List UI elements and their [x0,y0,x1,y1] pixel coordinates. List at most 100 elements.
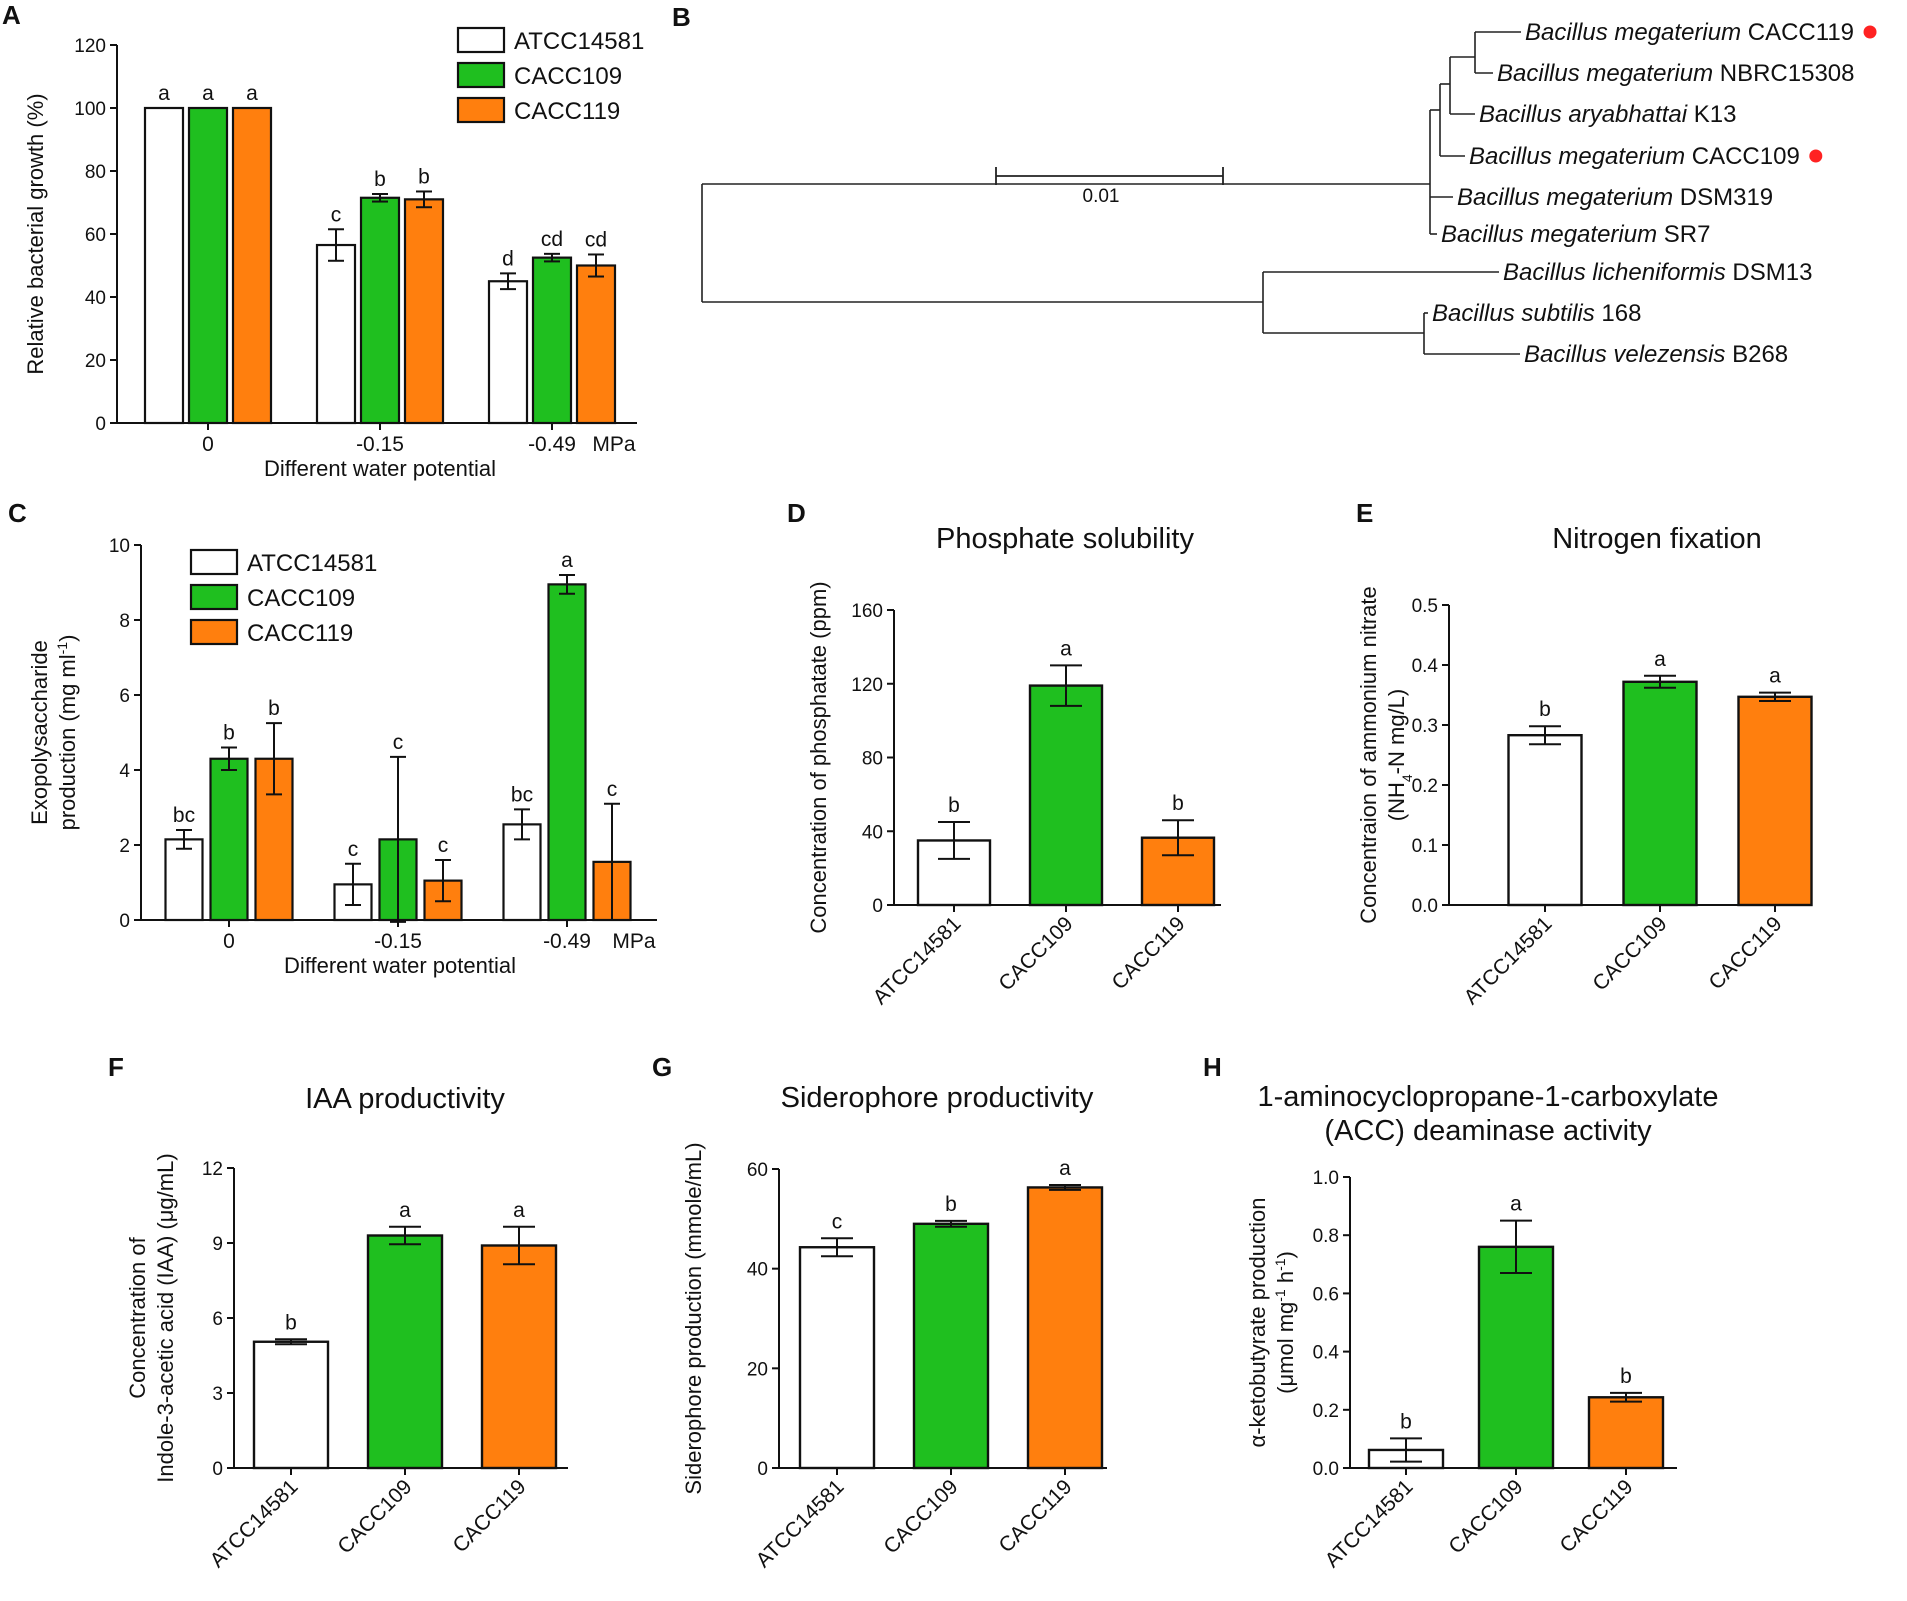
chart-panel-c: 0 2 4 6 8 10 0 bc b b -0.15 c c c -0.49 bc a c MPa Differen… [27,536,657,978]
significance-letter: a [1769,665,1781,688]
x-tick-label: CACC119 [1705,912,1787,994]
panel-label-d: D [787,498,806,528]
y-tick-label: 0.0 [1412,896,1438,917]
taxon-label: Bacillus megaterium CACC109 [1469,143,1800,170]
x-tick-label: CACC119 [449,1475,531,1557]
y-axis-label-line2: (NH4-N mg/L) [1384,689,1415,821]
y-tick-label: 0 [872,896,883,917]
significance-letter: a [246,82,258,105]
significance-letter: b [223,722,235,745]
legend-swatch-cacc119 [456,96,506,124]
bar-atcc14581 [798,1246,876,1470]
panel-label-c: C [8,498,27,528]
taxon-label: Bacillus subtilis 168 [1432,300,1641,327]
x-unit-label: MPa [612,930,656,953]
significance-letter: a [1059,1157,1071,1180]
x-tick-label: CACC109 [994,912,1077,995]
significance-letter: cd [541,228,563,251]
x-tick-label: ATCC14581 [1321,1475,1418,1572]
panel-label-g: G [652,1052,672,1082]
chart-panel-f: IAA productivity 0 3 6 9 12 b ATCC14581 a CACC109… [125,1083,568,1572]
bar-atcc14581 [252,1340,330,1470]
y-tick-label: 80 [85,162,106,183]
bar-atcc14581 [487,280,529,425]
y-tick-label: 120 [74,36,106,57]
legend-swatch-cacc119 [189,618,239,646]
legend-label: ATCC14581 [247,550,377,577]
y-tick-label: 0.2 [1313,1401,1339,1422]
y-tick-label: 0.8 [1313,1226,1339,1247]
chart-title: Nitrogen fixation [1552,523,1762,555]
y-tick-label: 0 [95,414,106,435]
x-tick-label: CACC109 [879,1475,962,1558]
y-axis-label: Siderophore production (mmole/mL) [681,1142,706,1494]
significance-letter: b [948,794,960,817]
significance-letter: a [1060,637,1072,660]
y-tick-label: 40 [862,822,883,843]
bar-atcc14581 [143,106,185,425]
significance-letter: b [1172,792,1184,815]
significance-letter: b [1539,698,1551,721]
significance-letter: b [945,1193,957,1216]
taxon-label: Bacillus megaterium DSM319 [1457,184,1773,211]
bar-atcc14581 [315,243,357,425]
y-axis-label: Exopolysaccharide [27,640,52,825]
taxon-label: Bacillus licheniformis DSM13 [1503,259,1812,286]
significance-letter: c [393,731,404,754]
y-tick-label: 9 [212,1234,223,1255]
significance-letter: c [331,203,342,226]
significance-letter: a [1510,1193,1522,1216]
legend-label: CACC119 [514,98,620,125]
legend-swatch-atcc14581 [189,548,239,576]
bar-cacc119 [403,198,445,425]
x-tick-label: 0 [223,930,235,953]
x-tick-label: -0.15 [374,930,422,953]
y-axis-label: Concentraion of ammonium nitrate [1356,586,1381,924]
bar-cacc109 [1028,684,1104,907]
chart-title-line2: (ACC) deaminase activity [1324,1115,1652,1147]
chart-title: 1-aminocyclopropane-1-carboxylate [1257,1081,1718,1113]
significance-letter: a [513,1199,525,1222]
y-tick-label: 60 [85,225,106,246]
scale-bar-label: 0.01 [1083,186,1120,207]
significance-letter: a [158,82,170,105]
y-axis-label: α-ketobutyrate production [1245,1198,1270,1448]
y-tick-label: 0.4 [1412,656,1439,677]
y-tick-label: 120 [851,675,883,696]
bar-cacc109 [209,757,249,922]
legend-label: CACC109 [514,63,622,90]
x-tick-label: CACC109 [1444,1475,1527,1558]
marker-dot [1863,25,1877,39]
y-axis-label: Concentration of phosphatate (ppm) [806,581,831,933]
legend-swatch-cacc109 [456,61,506,89]
x-tick-label: ATCC14581 [869,912,966,1009]
y-tick-label: 0.0 [1313,1459,1339,1480]
phylogenetic-tree: 0.01 Bacillus megaterium CACC119 Bacillus … [701,19,1877,368]
x-axis-label: Different water potential [264,456,496,481]
significance-letter: c [607,778,618,801]
y-tick-label: 100 [74,99,106,120]
chart-panel-a: 0 20 40 60 80 100 120 0 a a a -0.15 c b b -0.49 d cd cd MPa… [23,26,644,481]
significance-letter: c [348,838,359,861]
significance-letter: b [374,168,386,191]
x-tick-label: 0 [202,433,214,456]
x-tick-label: CACC119 [1108,912,1190,994]
bar-cacc119 [575,264,617,425]
y-tick-label: 40 [747,1260,768,1281]
y-tick-label: 20 [747,1359,768,1380]
x-tick-label: -0.15 [356,433,404,456]
legend-label: CACC109 [247,585,355,612]
y-tick-label: 3 [212,1384,223,1405]
x-tick-label: ATCC14581 [1460,912,1557,1009]
y-tick-label: 60 [747,1160,768,1181]
bar-cacc109 [531,256,573,425]
taxon-label: Bacillus megaterium SR7 [1441,221,1710,248]
legend-swatch-atcc14581 [456,26,506,54]
significance-letter: c [438,834,449,857]
significance-letter: b [1620,1365,1632,1388]
bar-cacc109 [359,196,401,425]
significance-letter: bc [511,783,533,806]
legend-label: ATCC14581 [514,28,644,55]
y-axis-label: Concentration of [125,1236,150,1398]
y-tick-label: 0.6 [1313,1284,1339,1305]
